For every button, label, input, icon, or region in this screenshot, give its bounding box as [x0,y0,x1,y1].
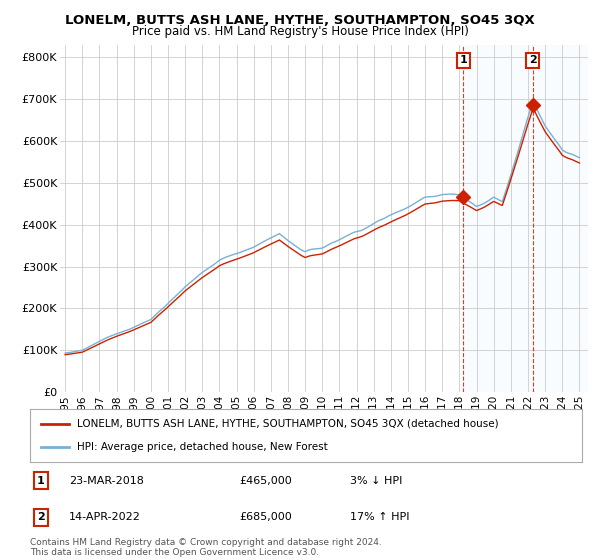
Text: LONELM, BUTTS ASH LANE, HYTHE, SOUTHAMPTON, SO45 3QX: LONELM, BUTTS ASH LANE, HYTHE, SOUTHAMPT… [65,14,535,27]
Text: 2: 2 [529,55,536,66]
Text: 1: 1 [460,55,467,66]
Text: 23-MAR-2018: 23-MAR-2018 [68,476,143,486]
Text: Price paid vs. HM Land Registry's House Price Index (HPI): Price paid vs. HM Land Registry's House … [131,25,469,38]
Text: HPI: Average price, detached house, New Forest: HPI: Average price, detached house, New … [77,442,328,452]
Text: 17% ↑ HPI: 17% ↑ HPI [350,512,410,522]
Text: LONELM, BUTTS ASH LANE, HYTHE, SOUTHAMPTON, SO45 3QX (detached house): LONELM, BUTTS ASH LANE, HYTHE, SOUTHAMPT… [77,419,499,429]
Bar [463,45,588,392]
Text: £685,000: £685,000 [240,512,293,522]
Text: 1: 1 [37,476,45,486]
Text: 14-APR-2022: 14-APR-2022 [68,512,140,522]
Text: 2: 2 [37,512,45,522]
Text: 3% ↓ HPI: 3% ↓ HPI [350,476,403,486]
Text: Contains HM Land Registry data © Crown copyright and database right 2024.
This d: Contains HM Land Registry data © Crown c… [30,538,382,557]
Text: £465,000: £465,000 [240,476,293,486]
